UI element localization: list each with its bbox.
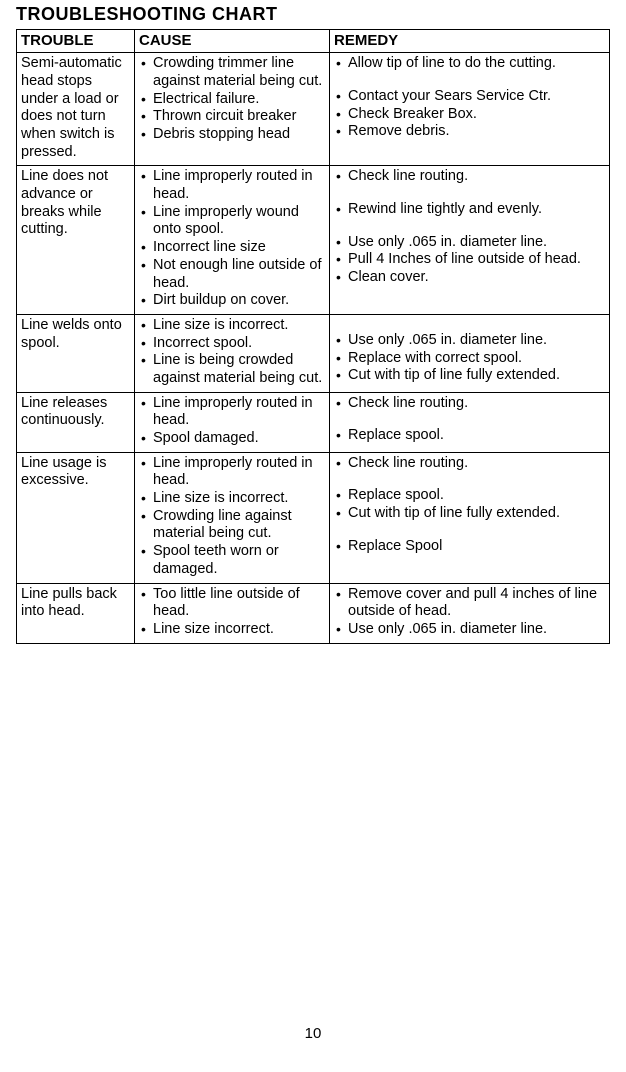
table-row: Line releases continuously.Line improper… (17, 392, 610, 452)
remedy-item: Use only .065 in. diameter line. (334, 234, 605, 252)
cause-cell: Line improperly routed in head.Line impr… (135, 166, 330, 315)
cause-item: Thrown circuit breaker (139, 108, 325, 126)
cause-item: Crowding line against material being cut… (139, 508, 325, 543)
remedy-item: Allow tip of line to do the cutting. (334, 55, 605, 73)
trouble-cell: Line does not advance or breaks while cu… (17, 166, 135, 315)
cause-cell: Line improperly routed in head.Line size… (135, 452, 330, 583)
remedy-item: Pull 4 Inches of line outside of head. (334, 251, 605, 269)
remedy-cell: Check line routing. Rewind line tightly a… (330, 166, 610, 315)
cause-item: Spool teeth worn or damaged. (139, 543, 325, 578)
table-row: Line does not advance or breaks while cu… (17, 166, 610, 315)
cause-item: Debris stopping head (139, 126, 325, 144)
remedy-item: Rewind line tightly and evenly. (334, 201, 605, 219)
remedy-item: Cut with tip of line fully extended. (334, 505, 605, 523)
cause-cell: Line improperly routed in head.Spool dam… (135, 392, 330, 452)
trouble-cell: Line welds onto spool. (17, 314, 135, 392)
remedy-item: Replace spool. (334, 427, 605, 445)
cause-cell: Line size is incorrect.Incorrect spool.L… (135, 314, 330, 392)
remedy-item: Cut with tip of line fully extended. (334, 367, 605, 385)
cause-item: Line improperly routed in head. (139, 395, 325, 430)
remedy-item: Remove cover and pull 4 inches of line o… (334, 586, 605, 621)
trouble-cell: Semi-automatic head stops under a load o… (17, 53, 135, 166)
cause-item: Too little line outside of head. (139, 586, 325, 621)
cause-item: Incorrect spool. (139, 335, 325, 353)
cause-item: Line size is incorrect. (139, 490, 325, 508)
trouble-cell: Line usage is excessive. (17, 452, 135, 583)
table-row: Semi-automatic head stops under a load o… (17, 53, 610, 166)
remedy-item: Check line routing. (334, 168, 605, 186)
table-header-row: TROUBLE CAUSE REMEDY (17, 30, 610, 53)
remedy-cell: Check line routing. Replace spool. (330, 392, 610, 452)
header-remedy: REMEDY (330, 30, 610, 53)
cause-cell: Crowding trimmer line against material b… (135, 53, 330, 166)
remedy-item: Check line routing. (334, 395, 605, 413)
page-number: 10 (0, 1025, 626, 1042)
remedy-cell: Remove cover and pull 4 inches of line o… (330, 583, 610, 643)
remedy-item: Remove debris. (334, 123, 605, 141)
remedy-cell: Check line routing. Replace spool.Cut wit… (330, 452, 610, 583)
remedy-item: Use only .065 in. diameter line. (334, 332, 605, 350)
cause-item: Spool damaged. (139, 430, 325, 448)
trouble-cell: Line pulls back into head. (17, 583, 135, 643)
remedy-cell: Use only .065 in. diameter line.Replace … (330, 314, 610, 392)
cause-item: Line is being crowded against material b… (139, 352, 325, 387)
page-title: TROUBLESHOOTING CHART (16, 4, 610, 25)
remedy-item: Check Breaker Box. (334, 106, 605, 124)
cause-item: Crowding trimmer line against material b… (139, 55, 325, 90)
remedy-item: Contact your Sears Service Ctr. (334, 88, 605, 106)
remedy-cell: Allow tip of line to do the cutting. Cont… (330, 53, 610, 166)
cause-item: Dirt buildup on cover. (139, 292, 325, 310)
header-cause: CAUSE (135, 30, 330, 53)
trouble-cell: Line releases continuously. (17, 392, 135, 452)
cause-item: Line size incorrect. (139, 621, 325, 639)
cause-cell: Too little line outside of head.Line siz… (135, 583, 330, 643)
cause-item: Line improperly wound onto spool. (139, 204, 325, 239)
cause-item: Electrical failure. (139, 91, 325, 109)
header-trouble: TROUBLE (17, 30, 135, 53)
remedy-item: Replace Spool (334, 538, 605, 556)
remedy-item: Clean cover. (334, 269, 605, 287)
cause-item: Incorrect line size (139, 239, 325, 257)
remedy-item: Replace spool. (334, 487, 605, 505)
cause-item: Line improperly routed in head. (139, 168, 325, 203)
remedy-item: Check line routing. (334, 455, 605, 473)
cause-item: Line size is incorrect. (139, 317, 325, 335)
remedy-item: Use only .065 in. diameter line. (334, 621, 605, 639)
remedy-item: Replace with correct spool. (334, 350, 605, 368)
table-row: Line pulls back into head.Too little lin… (17, 583, 610, 643)
cause-item: Line improperly routed in head. (139, 455, 325, 490)
troubleshooting-table: TROUBLE CAUSE REMEDY Semi-automatic head… (16, 29, 610, 644)
table-row: Line welds onto spool.Line size is incor… (17, 314, 610, 392)
cause-item: Not enough line outside of head. (139, 257, 325, 292)
table-row: Line usage is excessive.Line improperly … (17, 452, 610, 583)
page: TROUBLESHOOTING CHART TROUBLE CAUSE REME… (0, 0, 626, 1072)
